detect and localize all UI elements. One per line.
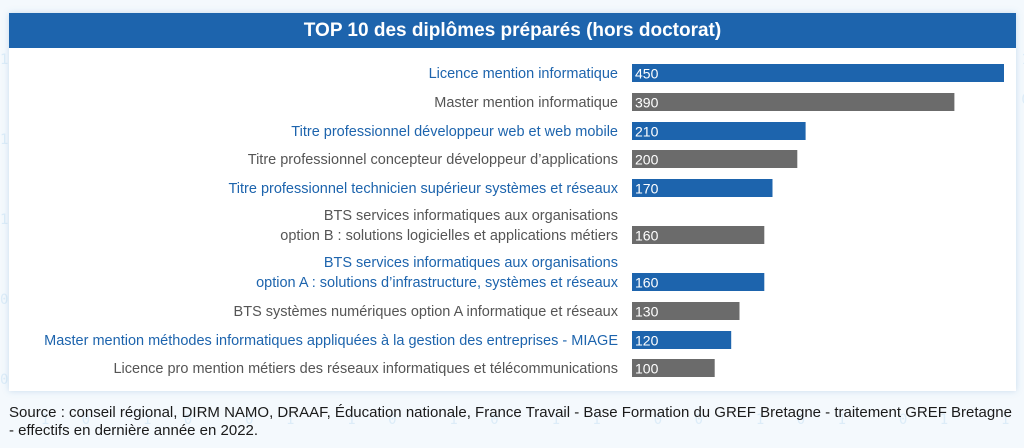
- bar-value-label: 170: [635, 181, 659, 197]
- bar-chart: 450 Licence mention informatique 390 Master…: [44, 64, 1004, 377]
- source-note: Source : conseil régional, DIRM NAMO, DR…: [9, 404, 1012, 439]
- category-label: BTS services informatiques aux organisat…: [324, 255, 618, 271]
- bar: [632, 226, 765, 244]
- bar: [632, 122, 806, 140]
- category-label: Titre professionnel développeur web et w…: [291, 124, 618, 140]
- category-label: Master mention informatique: [434, 95, 618, 111]
- category-label: BTS systèmes numériques option A informa…: [234, 304, 619, 320]
- category-label: Licence pro mention métiers des réseaux …: [113, 361, 618, 377]
- category-label: Titre professionnel technicien supérieur…: [228, 181, 618, 197]
- bar-value-label: 160: [635, 228, 659, 244]
- bar-value-label: 450: [635, 66, 659, 82]
- bar-value-label: 200: [635, 152, 659, 168]
- bar: [632, 64, 1004, 82]
- bar: [632, 273, 765, 291]
- category-label: Master mention méthodes informatiques ap…: [44, 333, 618, 349]
- bar: [632, 331, 732, 349]
- bar: [632, 302, 740, 320]
- bar: [632, 150, 798, 168]
- bar-value-label: 130: [635, 304, 659, 320]
- bar: [632, 93, 955, 111]
- bar: [632, 359, 715, 377]
- chart-title: TOP 10 des diplômes préparés (hors docto…: [9, 13, 1016, 48]
- category-label: option A : solutions d’infrastructure, s…: [256, 275, 619, 291]
- bar: [632, 179, 773, 197]
- category-label: BTS services informatiques aux organisat…: [324, 208, 618, 224]
- bar-value-label: 210: [635, 124, 659, 140]
- bar-value-label: 390: [635, 95, 659, 111]
- category-label: Titre professionnel concepteur développe…: [248, 152, 618, 168]
- chart-card: TOP 10 des diplômes préparés (hors docto…: [9, 13, 1016, 391]
- bar-value-label: 160: [635, 275, 659, 291]
- category-label: option B : solutions logicielles et appl…: [280, 228, 618, 244]
- category-label: Licence mention informatique: [429, 66, 618, 82]
- bar-value-label: 100: [635, 361, 659, 377]
- bar-value-label: 120: [635, 333, 659, 349]
